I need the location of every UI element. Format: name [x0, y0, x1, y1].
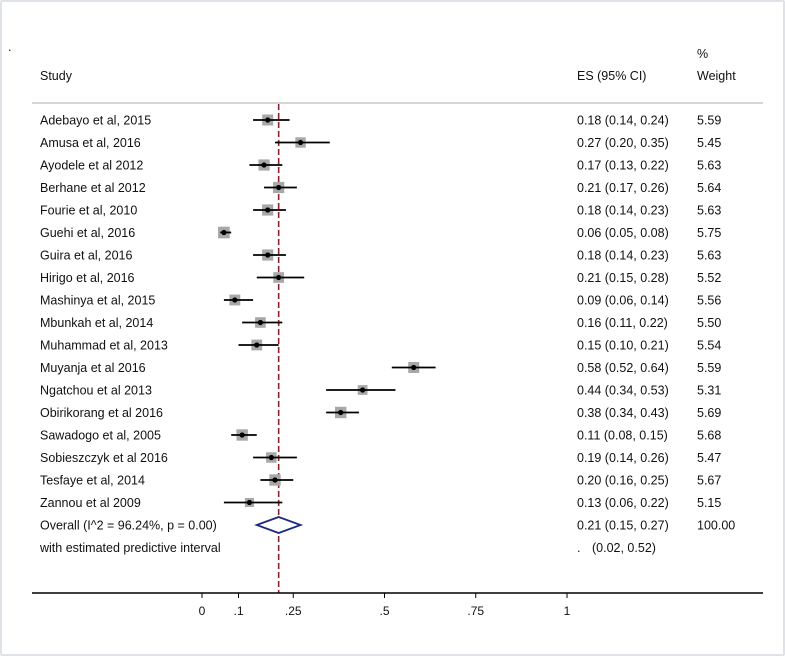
study-point — [272, 477, 278, 483]
study-label: Ayodele et al 2012 — [40, 159, 143, 173]
study-point — [268, 454, 274, 461]
study-es-ci: 0.11 (0.08, 0.15) — [577, 429, 668, 443]
study-es-ci: 0.17 (0.13, 0.22) — [577, 159, 669, 173]
header-weight: Weight — [697, 69, 736, 83]
x-tick-label: .25 — [285, 604, 302, 618]
x-tick-label: .1 — [233, 604, 243, 618]
predictive-dot: . — [577, 541, 580, 555]
study-weight: 5.59 — [697, 114, 721, 128]
study-point — [265, 252, 271, 258]
study-label: Mbunkah et al, 2014 — [40, 316, 153, 330]
overall-weight: 100.00 — [697, 519, 735, 533]
study-point — [265, 117, 271, 123]
study-weight: 5.45 — [697, 136, 721, 150]
study-point — [254, 342, 260, 348]
study-weight: 5.68 — [697, 429, 721, 443]
overall-diamond — [254, 516, 304, 534]
study-es-ci: 0.38 (0.34, 0.43) — [577, 406, 669, 420]
x-tick-label: .75 — [467, 604, 484, 618]
study-label: Ngatchou et al 2013 — [40, 384, 152, 398]
header-es: ES (95% CI) — [577, 69, 646, 83]
study-label: Zannou et al 2009 — [40, 496, 141, 510]
study-point — [265, 207, 271, 213]
study-weight: 5.54 — [697, 339, 721, 353]
study-es-ci: 0.16 (0.11, 0.22) — [577, 316, 668, 330]
study-point — [276, 184, 282, 191]
study-es-ci: 0.13 (0.06, 0.22) — [577, 496, 669, 510]
study-es-ci: 0.21 (0.17, 0.26) — [577, 181, 669, 195]
study-weight: 5.67 — [697, 474, 721, 488]
study-es-ci: 0.09 (0.06, 0.14) — [577, 294, 669, 308]
header-weight-percent: % — [697, 47, 708, 61]
study-label: Amusa et al, 2016 — [40, 136, 141, 150]
x-axis: 0 .1 .25 .5 .75 1 — [32, 592, 763, 618]
study-point — [360, 387, 366, 393]
study-weight: 5.31 — [697, 384, 721, 398]
study-point — [232, 297, 238, 303]
study-label: Guehi et al, 2016 — [40, 226, 135, 240]
study-es-ci: 0.58 (0.52, 0.64) — [577, 361, 669, 375]
study-es-ci: 0.18 (0.14, 0.23) — [577, 204, 669, 218]
study-label: Berhane et al 2012 — [40, 181, 146, 195]
x-tick-label: 1 — [564, 604, 571, 618]
study-es-ci: 0.18 (0.14, 0.24) — [577, 114, 669, 128]
rows-layer: Adebayo et al, 2015 0.18 (0.14, 0.24) 5.59… — [39, 104, 735, 593]
study-label: Muhammad et al, 2013 — [40, 339, 168, 353]
study-label: Fourie et al, 2010 — [40, 204, 137, 218]
study-es-ci: 0.19 (0.14, 0.26) — [577, 451, 669, 465]
study-label: Tesfaye et al, 2014 — [40, 474, 145, 488]
study-weight: 5.63 — [697, 204, 721, 218]
study-label: Obirikorang et al 2016 — [40, 406, 163, 420]
study-weight: 5.63 — [697, 249, 721, 263]
overall-label: Overall (I^2 = 96.24%, p = 0.00) — [40, 519, 217, 533]
study-point — [297, 139, 304, 146]
study-point — [221, 229, 227, 236]
header-study: Study — [40, 69, 73, 83]
study-es-ci: 0.20 (0.16, 0.25) — [577, 474, 669, 488]
x-tick-label: 0 — [199, 604, 206, 618]
study-label: Sawadogo et al, 2005 — [40, 429, 161, 443]
study-weight: 5.63 — [697, 159, 721, 173]
study-label: Adebayo et al, 2015 — [40, 114, 151, 128]
study-point — [239, 432, 245, 438]
study-point — [257, 319, 263, 326]
study-label: Muyanja et al 2016 — [40, 361, 146, 375]
study-point — [246, 499, 253, 506]
study-label: Mashinya et al, 2015 — [40, 294, 155, 308]
study-weight: 5.47 — [697, 451, 721, 465]
predictive-interval: (0.02, 0.52) — [592, 541, 656, 555]
study-es-ci: 0.18 (0.14, 0.23) — [577, 249, 669, 263]
study-es-ci: 0.21 (0.15, 0.28) — [577, 271, 669, 285]
overall-es-ci: 0.21 (0.15, 0.27) — [577, 519, 669, 533]
study-weight: 5.56 — [697, 294, 721, 308]
study-label: Hirigo et al, 2016 — [40, 271, 135, 285]
study-es-ci: 0.27 (0.20, 0.35) — [577, 136, 669, 150]
study-label: Sobieszczyk et al 2016 — [40, 451, 168, 465]
corner-mark: . — [8, 40, 11, 54]
predictive-label: with estimated predictive interval — [39, 541, 221, 555]
study-label: Guira et al, 2016 — [40, 249, 132, 263]
study-weight: 5.15 — [697, 496, 721, 510]
study-weight: 5.50 — [697, 316, 721, 330]
study-weight: 5.75 — [697, 226, 721, 240]
study-point — [411, 364, 417, 371]
study-es-ci: 0.06 (0.05, 0.08) — [577, 226, 669, 240]
study-weight: 5.64 — [697, 181, 721, 195]
study-point — [338, 409, 344, 416]
study-weight: 5.59 — [697, 361, 721, 375]
study-es-ci: 0.44 (0.34, 0.53) — [577, 384, 669, 398]
study-weight: 5.69 — [697, 406, 721, 420]
study-point — [276, 274, 282, 281]
study-weight: 5.52 — [697, 271, 721, 285]
x-tick-label: .5 — [379, 604, 389, 618]
study-point — [261, 162, 267, 168]
study-es-ci: 0.15 (0.10, 0.21) — [577, 339, 669, 353]
